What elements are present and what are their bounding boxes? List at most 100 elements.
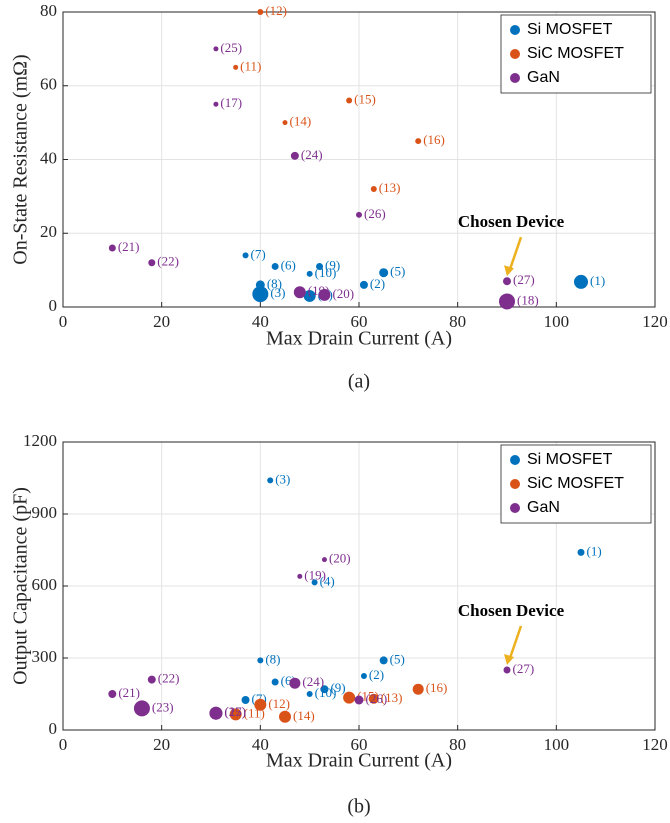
- point-label: (22): [158, 671, 180, 686]
- data-point: [257, 657, 264, 664]
- point-label: (21): [118, 685, 140, 700]
- point-label: (12): [268, 696, 290, 711]
- x-tick-label: 20: [153, 312, 170, 331]
- y-tick-label: 1200: [23, 431, 57, 450]
- data-point: [356, 211, 362, 218]
- annotation-arrow: [508, 625, 523, 659]
- data-point: [306, 691, 313, 697]
- point-label: (21): [118, 239, 140, 254]
- point-label: (27): [513, 661, 535, 676]
- point-label: (1): [587, 543, 602, 558]
- legend-label: Si MOSFET: [527, 451, 613, 468]
- legend-marker: [510, 25, 520, 35]
- annotation: Chosen Device: [458, 601, 565, 620]
- legend-marker: [510, 503, 520, 513]
- point-label: (23): [152, 699, 174, 714]
- x-tick-label: 80: [449, 312, 466, 331]
- point-label: (17): [224, 704, 246, 719]
- data-point: [303, 289, 316, 302]
- point-label: (9): [325, 257, 340, 272]
- data-point: [213, 46, 219, 52]
- data-point: [320, 685, 329, 694]
- legend-marker: [510, 455, 520, 465]
- data-point: [148, 259, 156, 267]
- data-point: [271, 678, 279, 686]
- point-label: (24): [302, 674, 324, 689]
- x-tick-label: 100: [544, 735, 570, 754]
- point-label: (26): [364, 206, 386, 221]
- data-point: [415, 138, 422, 145]
- data-point: [574, 274, 588, 289]
- data-point: [213, 101, 219, 107]
- legend-label: GaN: [527, 69, 560, 86]
- data-point: [233, 64, 239, 70]
- point-label: (25): [224, 704, 246, 719]
- caption: (b): [347, 796, 370, 818]
- data-point: [293, 286, 306, 299]
- point-label: (20): [329, 551, 351, 566]
- y-tick-label: 300: [32, 647, 58, 666]
- data-point: [147, 675, 156, 684]
- point-label: (8): [265, 651, 280, 666]
- point-label: (19): [304, 567, 326, 582]
- point-label: (27): [513, 272, 535, 287]
- data-point: [306, 270, 313, 277]
- point-label: (15): [354, 91, 376, 106]
- data-point: [252, 286, 269, 303]
- data-point: [368, 693, 379, 704]
- y-tick-label: 600: [32, 575, 58, 594]
- point-label: (3): [275, 471, 290, 486]
- data-point: [209, 706, 223, 720]
- point-label: (13): [379, 180, 401, 195]
- y-tick-label: 60: [40, 75, 57, 94]
- point-label: (2): [369, 667, 384, 682]
- data-point: [267, 477, 274, 484]
- point-label: (16): [426, 680, 448, 695]
- y-tick-label: 20: [40, 222, 57, 241]
- point-label: (13): [381, 690, 403, 705]
- data-point: [108, 690, 117, 698]
- legend-marker: [510, 49, 520, 59]
- legend-box: [500, 14, 652, 94]
- data-point: [133, 700, 150, 717]
- annotation-arrowhead: [504, 654, 514, 665]
- x-tick-label: 40: [252, 735, 269, 754]
- point-label: (3): [270, 285, 285, 300]
- point-label: (14): [293, 708, 315, 723]
- point-label: (2): [370, 276, 385, 291]
- legend-label: SiC MOSFET: [527, 45, 624, 62]
- legend-label: GaN: [527, 499, 560, 516]
- data-point: [290, 151, 299, 160]
- point-label: (26): [366, 691, 388, 706]
- point-label: (18): [517, 292, 539, 307]
- data-point: [255, 280, 265, 290]
- point-label: (1): [590, 273, 605, 288]
- data-point: [279, 710, 291, 723]
- x-tick-label: 80: [449, 735, 466, 754]
- point-label: (24): [301, 147, 323, 162]
- data-point: [289, 677, 301, 689]
- data-point: [108, 244, 116, 252]
- data-point: [297, 573, 303, 579]
- legend-marker: [510, 479, 520, 489]
- x-tick-label: 120: [642, 312, 668, 331]
- point-label: (25): [220, 40, 242, 55]
- x-tick-label: 60: [351, 735, 368, 754]
- data-point: [343, 691, 356, 704]
- point-label: (7): [251, 246, 266, 261]
- data-point: [577, 548, 585, 556]
- point-label: (20): [332, 286, 354, 301]
- legend-marker: [510, 73, 520, 83]
- legend-box: [500, 444, 652, 524]
- data-point: [242, 252, 249, 259]
- point-label: (22): [157, 254, 179, 269]
- data-point: [379, 656, 388, 665]
- x-tick-label: 120: [642, 735, 668, 754]
- data-point: [503, 277, 511, 286]
- x-axis-label: Max Drain Current (A): [266, 328, 452, 350]
- legend-label: SiC MOSFET: [527, 475, 624, 492]
- data-point: [311, 579, 318, 586]
- data-point: [370, 186, 377, 192]
- y-tick-label: 900: [32, 503, 58, 522]
- data-point: [282, 120, 288, 126]
